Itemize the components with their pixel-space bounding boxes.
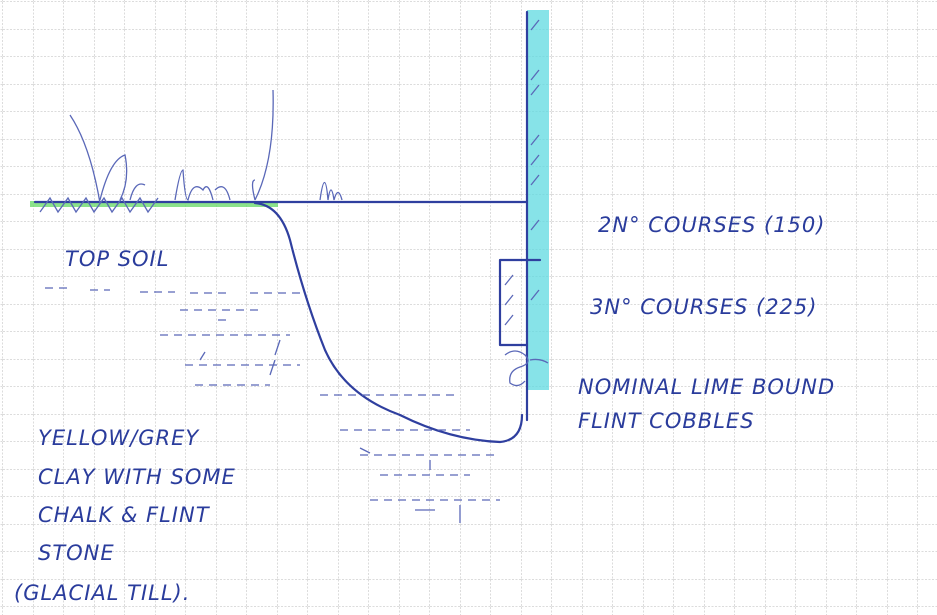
sketch: TOP SOIL 2N° COURSES (150) 3N° COURSES (… <box>0 0 937 615</box>
label-clay: YELLOW/GREY <box>38 426 200 450</box>
label-cobbles: NOMINAL LIME BOUND <box>578 375 835 399</box>
label-clay: (GLACIAL TILL). <box>14 581 190 605</box>
label-clay: STONE <box>38 541 115 565</box>
wall-highlight <box>527 10 549 390</box>
label-top-soil: TOP SOIL <box>65 247 169 271</box>
label-cobbles: FLINT COBBLES <box>578 409 755 433</box>
label-courses-2: 2N° COURSES (150) <box>598 213 825 237</box>
label-clay: CHALK & FLINT <box>38 503 211 527</box>
label-clay: CLAY WITH SOME <box>38 465 236 489</box>
label-courses-3: 3N° COURSES (225) <box>590 295 817 319</box>
